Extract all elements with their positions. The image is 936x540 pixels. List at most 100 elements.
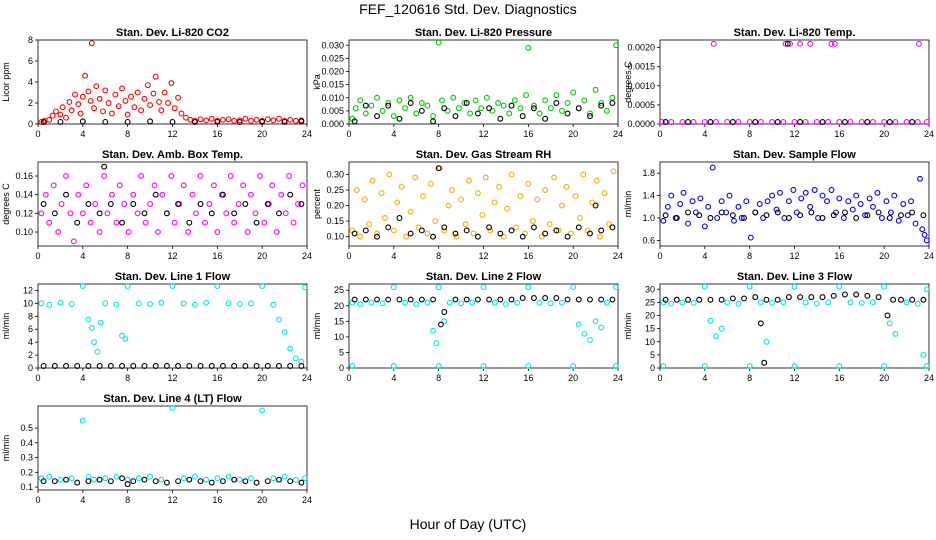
y-axis-label: ml/min — [1, 435, 11, 462]
data-point — [244, 229, 251, 235]
x-tick-label: 8 — [747, 129, 752, 139]
data-point — [248, 191, 254, 198]
data-point — [453, 233, 460, 240]
data-point — [486, 105, 493, 112]
data-point — [886, 119, 893, 125]
data-point — [701, 223, 708, 230]
data-point — [256, 173, 263, 179]
data-point — [523, 92, 530, 99]
data-point — [830, 292, 837, 299]
data-point — [87, 97, 94, 104]
data-point — [156, 98, 163, 105]
data-point — [790, 187, 797, 193]
data-point — [171, 219, 178, 226]
data-point — [502, 301, 509, 308]
data-point — [841, 291, 848, 298]
x-tick-label: 8 — [436, 129, 441, 139]
data-point — [572, 193, 579, 200]
data-point — [362, 227, 369, 234]
data-point — [587, 337, 593, 343]
data-point — [374, 113, 380, 120]
x-tick-label: 4 — [80, 129, 85, 139]
data-point — [49, 112, 56, 119]
data-point — [79, 210, 86, 217]
x-tick-label: 24 — [613, 129, 623, 139]
data-point — [242, 115, 249, 122]
data-point — [864, 212, 871, 219]
data-point — [570, 363, 577, 369]
data-point — [797, 294, 804, 301]
data-point — [598, 296, 605, 303]
data-point — [68, 301, 75, 307]
data-point — [613, 42, 619, 49]
data-point — [225, 473, 232, 480]
data-point — [575, 321, 582, 328]
data-point — [413, 110, 420, 117]
data-point — [609, 100, 616, 106]
y-tick-label: 0.1 — [20, 482, 33, 492]
data-point — [259, 407, 266, 414]
y-tick-label: 0 — [650, 363, 655, 373]
data-point — [769, 119, 776, 125]
data-point — [396, 115, 403, 122]
y-tick-label: 0.0005 — [627, 100, 655, 110]
data-point — [570, 284, 577, 291]
data-point — [603, 299, 610, 306]
data-point — [282, 210, 289, 217]
data-point — [270, 301, 277, 308]
data-point — [525, 284, 532, 291]
x-tick-label: 16 — [834, 129, 844, 139]
data-point — [214, 229, 221, 235]
data-point — [542, 115, 549, 122]
data-point — [858, 299, 865, 306]
data-point — [452, 230, 459, 237]
data-point — [449, 187, 456, 193]
data-point — [349, 363, 356, 369]
data-point — [776, 189, 783, 196]
data-point — [152, 478, 159, 485]
data-point — [724, 299, 731, 306]
data-point — [165, 100, 171, 106]
data-point — [746, 363, 753, 369]
data-point — [836, 195, 843, 202]
y-tick-label: 0.20 — [326, 201, 344, 211]
data-point — [797, 40, 804, 47]
data-point — [668, 119, 675, 125]
data-point — [441, 105, 448, 112]
data-point — [231, 219, 238, 226]
data-point — [920, 296, 927, 303]
data-point — [662, 119, 669, 125]
x-tick-label: 0 — [346, 129, 351, 139]
data-point — [757, 119, 764, 125]
data-point — [74, 363, 81, 369]
data-point — [208, 210, 215, 217]
data-point — [161, 89, 168, 96]
data-point — [797, 119, 804, 125]
data-point — [915, 40, 922, 47]
y-tick-label: 0.12 — [15, 208, 33, 218]
data-point — [701, 119, 708, 125]
data-point — [276, 210, 282, 217]
data-point — [368, 299, 375, 306]
data-point — [178, 110, 185, 117]
data-point — [96, 476, 103, 483]
y-tick-label: 1.0 — [642, 213, 655, 223]
data-point — [407, 100, 414, 106]
data-point — [135, 475, 142, 482]
data-point — [102, 87, 109, 94]
data-point — [424, 299, 431, 306]
data-point — [38, 210, 45, 217]
data-point — [866, 195, 873, 202]
data-point — [486, 224, 493, 231]
data-point — [96, 95, 103, 102]
data-point — [353, 187, 360, 193]
y-tick-label: 0.6 — [642, 235, 655, 245]
data-point — [351, 230, 358, 237]
chart-title: Stan. Dev. Gas Stream RH — [416, 149, 552, 161]
data-point — [163, 479, 170, 486]
x-tick-label: 20 — [568, 251, 578, 261]
data-point — [511, 97, 518, 104]
data-point — [575, 224, 582, 231]
data-point — [51, 363, 58, 369]
